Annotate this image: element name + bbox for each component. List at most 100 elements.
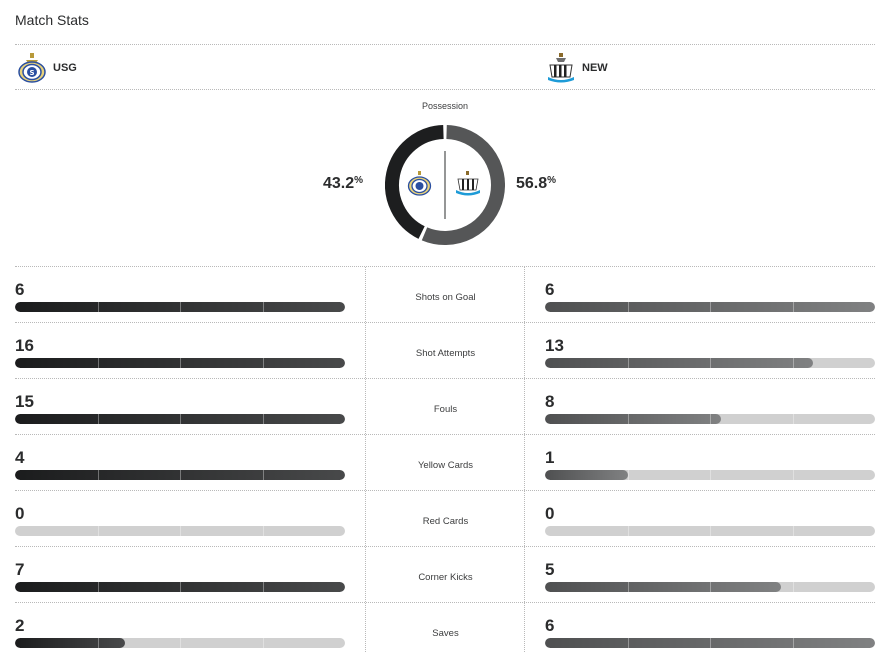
bar-tick [97, 526, 99, 536]
home-stat-value: 2 [15, 616, 25, 635]
stat-label: Yellow Cards [417, 460, 474, 471]
stat-label: Corner Kicks [418, 572, 473, 583]
bar-tick [97, 414, 99, 424]
home-stat-value: 16 [15, 336, 34, 355]
usg-crest-icon: S [18, 53, 46, 83]
stat-label: Fouls [433, 404, 458, 415]
stat-row: 2 Saves 6 [15, 604, 875, 652]
bar-tick [627, 302, 629, 312]
away-stat-value: 5 [545, 560, 555, 579]
bar-tick [792, 414, 794, 424]
bar-tick [710, 470, 711, 480]
stat-row: 6 Shots on Goal 6 [15, 268, 875, 324]
home-stat-value: 4 [15, 448, 25, 467]
home-team-header: S USG [17, 53, 77, 83]
away-stat-bar-fill [545, 470, 628, 480]
bar-tick [627, 414, 629, 424]
away-stat-value: 13 [545, 336, 564, 355]
bar-tick [97, 638, 99, 648]
bar-tick [792, 582, 794, 592]
home-stat-bar-fill [15, 302, 345, 312]
away-stat-bar [545, 470, 875, 480]
home-stat-bar [15, 638, 345, 648]
divider [15, 266, 875, 267]
away-possession-arc [421, 125, 505, 245]
away-stat-bar-fill [545, 302, 875, 312]
bar-tick [180, 638, 181, 648]
away-stat-bar [545, 526, 875, 536]
bar-tick [710, 414, 711, 424]
bar-tick [97, 358, 99, 368]
away-team-abbr: NEW [582, 62, 608, 74]
bar-tick [792, 638, 794, 648]
divider [15, 434, 875, 435]
bar-tick [180, 358, 181, 368]
newcastle-crest-icon [548, 53, 574, 83]
home-stat-value: 6 [15, 280, 25, 299]
bar-tick [792, 526, 794, 536]
stat-label: Shots on Goal [415, 292, 476, 303]
bar-tick [627, 638, 629, 648]
divider [15, 546, 875, 547]
home-possession-value: 43.2% [323, 175, 364, 192]
stat-label: Saves [432, 628, 459, 639]
stat-row: 0 Red Cards 0 [15, 492, 875, 548]
bar-tick [627, 526, 629, 536]
bar-tick [180, 582, 181, 592]
away-stat-bar [545, 638, 875, 648]
home-team-abbr: USG [53, 62, 77, 74]
bar-tick [262, 414, 264, 424]
divider [15, 378, 875, 379]
home-stat-value: 15 [15, 392, 34, 411]
bar-tick [710, 526, 711, 536]
home-stat-bar [15, 470, 345, 480]
usg-crest-icon [407, 171, 432, 196]
bar-tick [97, 582, 99, 592]
bar-tick [792, 358, 794, 368]
match-stats-title: Match Stats [15, 12, 89, 28]
bar-tick [262, 638, 264, 648]
home-stat-value: 7 [15, 560, 25, 579]
away-stat-bar [545, 582, 875, 592]
home-possession-arc [385, 125, 444, 239]
bar-tick [792, 470, 794, 480]
home-stat-bar [15, 414, 345, 424]
stat-row: 16 Shot Attempts 13 [15, 324, 875, 380]
bar-tick [627, 358, 629, 368]
bar-tick [262, 582, 264, 592]
away-stat-value: 6 [545, 616, 555, 635]
stat-row: 7 Corner Kicks 5 [15, 548, 875, 604]
away-stat-value: 1 [545, 448, 555, 467]
newcastle-crest-icon [456, 171, 480, 196]
bar-tick [627, 470, 629, 480]
divider [15, 89, 875, 90]
stat-row: 15 Fouls 8 [15, 380, 875, 436]
away-stat-bar-fill [545, 638, 875, 648]
home-stat-bar-fill [15, 358, 345, 368]
bar-tick [262, 526, 264, 536]
bar-tick [710, 302, 711, 312]
away-stat-value: 0 [545, 504, 555, 523]
home-stat-bar [15, 582, 345, 592]
home-stat-bar-fill [15, 638, 125, 648]
home-stat-bar-fill [15, 470, 345, 480]
home-stat-bar-fill [15, 414, 345, 424]
svg-text:S: S [29, 69, 34, 77]
away-stat-value: 6 [545, 280, 555, 299]
bar-tick [792, 302, 794, 312]
divider [15, 490, 875, 491]
stat-label: Shot Attempts [415, 348, 476, 359]
bar-tick [710, 638, 711, 648]
bar-tick [262, 302, 264, 312]
away-stat-value: 8 [545, 392, 555, 411]
away-stat-bar-fill [545, 582, 781, 592]
column-divider [524, 267, 525, 652]
bar-tick [180, 526, 181, 536]
away-stat-bar [545, 302, 875, 312]
bar-tick [710, 582, 711, 592]
away-stat-bar [545, 358, 875, 368]
bar-tick [262, 470, 264, 480]
away-possession-value: 56.8% [516, 175, 557, 192]
away-stat-bar-fill [545, 358, 814, 368]
bar-tick [97, 302, 99, 312]
